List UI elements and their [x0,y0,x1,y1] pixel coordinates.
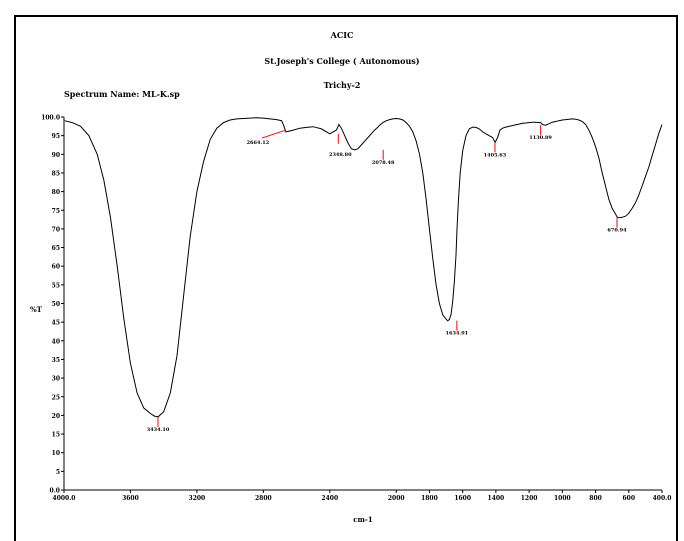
peak-label: 1405.63 [484,152,507,158]
x-tick-label: 2000 [388,495,405,502]
x-tick-label: 800 [589,495,602,502]
peak-label: 2664.12 [247,140,270,146]
x-tick-label: 1000 [554,495,571,502]
peak-label: 2078.48 [372,160,395,166]
peak-label: 670.94 [607,228,627,234]
y-tick-label: 70 [52,226,60,233]
x-tick-label: 1400 [488,495,505,502]
y-tick-label: 60 [52,264,60,271]
y-axis-label: %T [30,305,43,314]
frame-right-border [676,15,678,541]
header-city: Trichy-2 [323,80,361,90]
x-tick-label: 1600 [454,495,471,502]
x-tick-label: 3600 [122,495,139,502]
peak-marker [261,129,287,139]
y-tick-label: 50 [52,301,60,308]
peak-label: 2348.80 [329,152,352,158]
y-tick-label: 30 [52,376,60,383]
x-tick-label: 600 [623,495,636,502]
y-tick-label: 35 [52,357,60,364]
frame-top-border [14,15,678,17]
y-tick-label: 0.0 [50,488,60,495]
x-tick-label: 2800 [255,495,272,502]
frame-left-border [14,15,16,541]
x-axis-label: cm-1 [353,515,373,524]
axis-ticks: 0.0 5 10 15 20 25 30 35 40 45 50 55 60 65 70 75 80 85 90 95… [41,115,671,503]
spectrum-line [64,117,663,418]
x-tick-label: 2400 [321,495,338,502]
y-tick-label: 40 [52,338,60,345]
y-tick-label: 45 [52,320,60,327]
y-tick-label: 25 [52,394,60,401]
peak-annotations: 3434.10 2664.12 2348.80 2078.48 1634.91 1405.… [147,125,627,433]
peak-label: 1130.89 [529,135,552,141]
y-tick-label: 100.0 [41,115,60,122]
x-tick-label: 400.0 [653,495,672,502]
y-tick-label: 55 [52,282,60,289]
y-tick-label: 75 [52,208,60,215]
spectrum-curve-layer [64,117,663,418]
spectrum-name: Spectrum Name: ML-K.sp [64,89,180,99]
axes [63,117,662,491]
x-tick-label: 1800 [421,495,438,502]
peak-label: 3434.10 [147,427,170,433]
y-tick-label: 95 [52,133,60,140]
x-tick-label: 4000.0 [53,495,76,502]
y-tick-label: 15 [52,432,60,439]
y-tick-label: 20 [52,413,60,420]
y-tick-label: 65 [52,245,60,252]
header-institution-code: ACIC [330,30,354,40]
header-college-name: St.Joseph's College ( Autonomous) [264,56,420,66]
y-tick-label: 80 [52,189,60,196]
y-tick-label: 90 [52,152,60,159]
y-tick-label: 5 [56,469,60,476]
peak-label: 1634.91 [446,331,469,337]
y-tick-label: 10 [52,450,60,457]
y-tick-label: 85 [52,170,60,177]
x-tick-label: 1200 [521,495,538,502]
x-tick-label: 3200 [189,495,206,502]
